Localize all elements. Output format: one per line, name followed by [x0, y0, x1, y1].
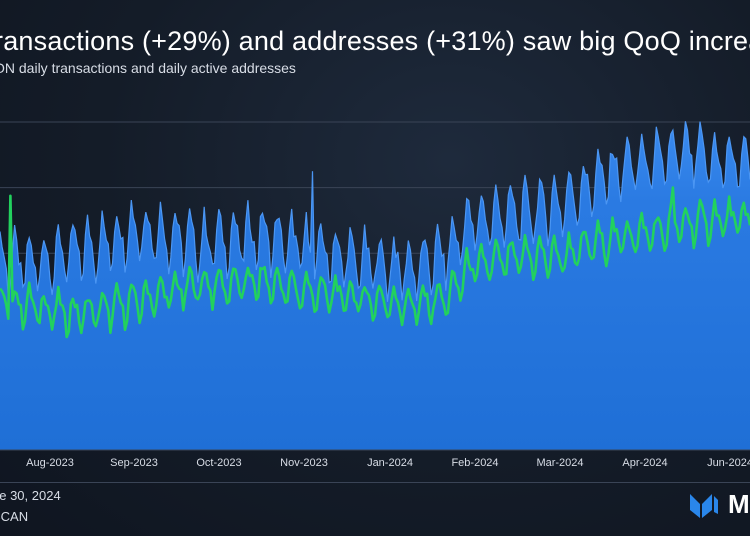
- x-tick-label: Sep-2023: [110, 457, 158, 469]
- series-transactions-line: [0, 121, 750, 302]
- x-tick-label: Apr-2024: [622, 457, 667, 469]
- x-tick-label: Feb-2024: [451, 457, 498, 469]
- x-tick-label: Oct-2023: [196, 457, 241, 469]
- x-tick-label: Nov-2023: [280, 457, 328, 469]
- chart-subtitle: ON daily transactions and daily active a…: [0, 60, 296, 76]
- footer-divider: [0, 482, 750, 483]
- footer-date: ne 30, 2024: [0, 488, 61, 503]
- series-transactions-area: [0, 121, 750, 451]
- footer-source: SCAN: [0, 509, 29, 524]
- x-tick-label: Jun-2024: [707, 457, 750, 469]
- x-tick-label: Aug-2023: [26, 457, 74, 469]
- x-tick-label: Jan-2024: [367, 457, 413, 469]
- brand-logo-icon: [690, 494, 718, 518]
- brand-logo-text: M: [728, 489, 750, 519]
- chart-title: ransactions (+29%) and addresses (+31%) …: [0, 26, 750, 56]
- chart-area: Aug-2023 Sep-2023 Oct-2023 Nov-2023 Jan-2024…: [0, 121, 750, 469]
- x-tick-label: Mar-2024: [536, 457, 583, 469]
- series-addresses-line: [0, 186, 750, 339]
- x-axis-ticks: Aug-2023 Sep-2023 Oct-2023 Nov-2023 Jan-2024…: [26, 457, 750, 469]
